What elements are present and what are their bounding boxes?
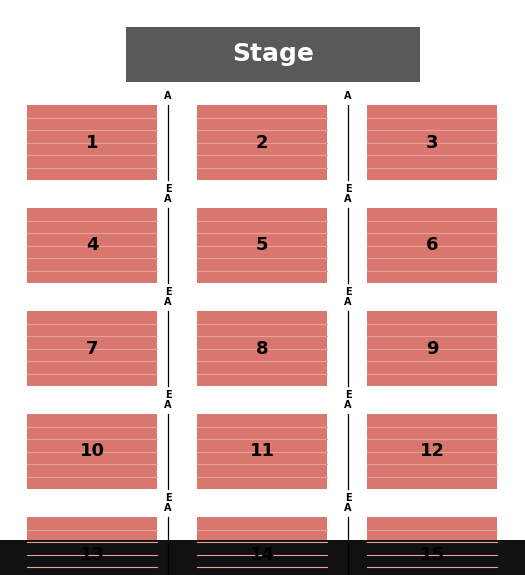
Text: 11: 11	[249, 443, 275, 461]
Bar	[367, 517, 497, 575]
Bar	[126, 27, 420, 82]
Bar	[197, 414, 327, 489]
Text: A: A	[344, 503, 352, 513]
Text: 7: 7	[86, 339, 98, 358]
Text: E: E	[345, 493, 351, 503]
Text: 14: 14	[249, 546, 275, 564]
Text: 5: 5	[256, 236, 268, 255]
Bar	[367, 414, 497, 489]
Text: 4: 4	[86, 236, 98, 255]
Bar	[27, 105, 157, 180]
Text: 6: 6	[426, 236, 438, 255]
Text: A: A	[164, 91, 172, 101]
Text: 15: 15	[419, 546, 445, 564]
Bar	[367, 208, 497, 283]
Text: E: E	[165, 287, 171, 297]
Bar	[197, 311, 327, 386]
Text: 13: 13	[79, 546, 104, 564]
Bar	[197, 105, 327, 180]
Text: 10: 10	[79, 443, 104, 461]
Text: 9: 9	[426, 339, 438, 358]
Bar	[0, 540, 525, 575]
Text: 1: 1	[86, 133, 98, 151]
Text: A: A	[164, 297, 172, 307]
Text: 2: 2	[256, 133, 268, 151]
Text: E: E	[345, 287, 351, 297]
Text: 3: 3	[426, 133, 438, 151]
Bar	[27, 517, 157, 575]
Text: A: A	[164, 503, 172, 513]
Text: E: E	[165, 184, 171, 194]
Bar	[367, 105, 497, 180]
Text: 12: 12	[419, 443, 445, 461]
Text: A: A	[344, 91, 352, 101]
Text: Stage: Stage	[232, 43, 314, 67]
Text: A: A	[344, 297, 352, 307]
Text: E: E	[345, 390, 351, 400]
Text: 8: 8	[256, 339, 268, 358]
Text: A: A	[164, 194, 172, 204]
Bar	[197, 208, 327, 283]
Bar	[367, 311, 497, 386]
Text: A: A	[164, 400, 172, 410]
Text: A: A	[344, 194, 352, 204]
Text: E: E	[165, 390, 171, 400]
Bar	[27, 414, 157, 489]
Bar	[27, 208, 157, 283]
Bar	[197, 517, 327, 575]
Text: A: A	[344, 400, 352, 410]
Bar	[27, 311, 157, 386]
Text: E: E	[345, 184, 351, 194]
Text: E: E	[165, 493, 171, 503]
